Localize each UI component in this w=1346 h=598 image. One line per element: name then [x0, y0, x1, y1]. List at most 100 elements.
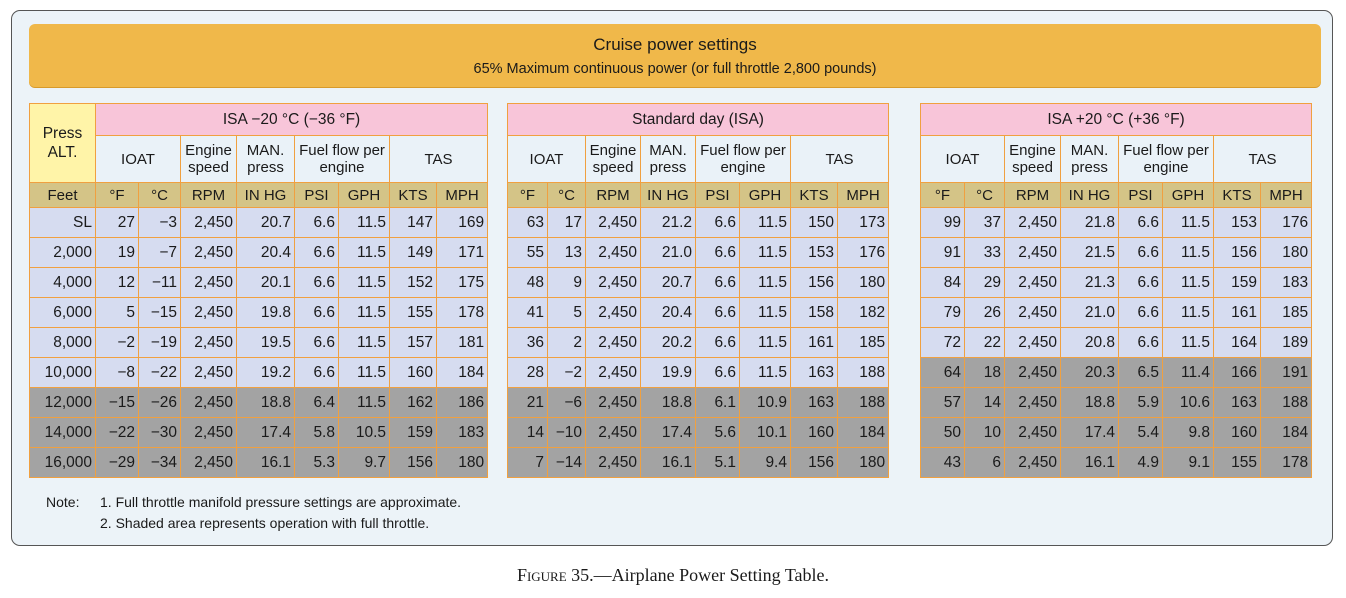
- table-cell: 11.5: [1162, 237, 1214, 268]
- table-cell: 11.5: [338, 237, 390, 268]
- ioat-header: IOAT: [507, 135, 586, 183]
- table-cell: 176: [836, 237, 890, 268]
- table-cell: 2,450: [1004, 357, 1061, 388]
- table-cell: 17.4: [1060, 417, 1119, 448]
- panel-1: Press ALT. ISA −20 °C (−36 °F) IOAT Engine …: [29, 103, 489, 478]
- table-cell: 11.5: [739, 297, 791, 328]
- table-cell: 22: [964, 327, 1005, 358]
- table-cell: 17.4: [640, 417, 696, 448]
- table-cell: 162: [389, 387, 437, 418]
- table-cell: 6.6: [1118, 237, 1163, 268]
- table-cell: 6: [964, 447, 1005, 478]
- panel-title: ISA +20 °C (+36 °F): [919, 103, 1313, 136]
- table-cell: 19.5: [236, 327, 295, 358]
- table-cell: 6.6: [695, 207, 740, 238]
- table-cell: 2,450: [585, 207, 641, 238]
- table-cell: 159: [1213, 267, 1261, 298]
- table-cell: 16.1: [640, 447, 696, 478]
- table-cell: 26: [964, 297, 1005, 328]
- table-cell: 20.2: [640, 327, 696, 358]
- table-cell: 188: [836, 357, 890, 388]
- table-cell: 17.4: [236, 417, 295, 448]
- table-cell: 182: [836, 297, 890, 328]
- banner-subtitle: 65% Maximum continuous power (or full th…: [473, 61, 877, 77]
- altitude-cell: 10,000: [29, 357, 96, 388]
- table-cell: −30: [138, 417, 181, 448]
- table-row: 28 −2 2,450 19.9 6.6 11.5 163 188: [507, 357, 890, 388]
- note-line-1: 1. Full throttle manifold pressure setti…: [100, 494, 462, 510]
- table-cell: −34: [138, 447, 181, 478]
- table-cell: 21.5: [1060, 237, 1119, 268]
- table-cell: 9: [547, 267, 586, 298]
- table-cell: 185: [836, 327, 890, 358]
- table-row: 79 26 2,450 21.0 6.6 11.5 161 185: [920, 297, 1313, 328]
- table-cell: 17: [547, 207, 586, 238]
- table-cell: −6: [547, 387, 586, 418]
- table-cell: 184: [1259, 417, 1313, 448]
- table-cell: 5: [547, 297, 586, 328]
- table-cell: 20.1: [236, 267, 295, 298]
- table-cell: 57: [920, 387, 965, 418]
- table-cell: −11: [138, 267, 181, 298]
- table-cell: 2,450: [180, 207, 237, 238]
- table-row: 43 6 2,450 16.1 4.9 9.1 155 178: [920, 447, 1313, 478]
- table-cell: 9.7: [338, 447, 390, 478]
- table-cell: −26: [138, 387, 181, 418]
- table-cell: −22: [95, 417, 139, 448]
- banner-title: Cruise power settings: [593, 35, 757, 54]
- table-row: 64 18 2,450 20.3 6.5 11.4 166 191: [920, 357, 1313, 388]
- table-cell: 166: [1213, 357, 1261, 388]
- table-cell: 6.6: [294, 267, 339, 298]
- table-cell: 180: [1259, 237, 1313, 268]
- table-cell: 91: [920, 237, 965, 268]
- unit-mph: MPH: [435, 182, 489, 208]
- panel-3: ISA +20 °C (+36 °F) IOAT Engine speed MAN. …: [919, 103, 1313, 478]
- table-cell: 10: [964, 417, 1005, 448]
- table-cell: 21: [507, 387, 548, 418]
- panel-2: Standard day (ISA) IOAT Engine speed MAN. p…: [506, 103, 890, 478]
- unit-f: °F: [95, 182, 139, 208]
- table-cell: 160: [389, 357, 437, 388]
- table-cell: 72: [920, 327, 965, 358]
- table-row: 99 37 2,450 21.8 6.6 11.5 153 176: [920, 207, 1313, 238]
- altitude-cell: 2,000: [29, 237, 96, 268]
- table-cell: 160: [790, 417, 838, 448]
- tas-header: TAS: [1212, 135, 1313, 183]
- table-cell: −14: [547, 447, 586, 478]
- table-cell: 147: [389, 207, 437, 238]
- table-cell: 2,450: [180, 267, 237, 298]
- table-row: 14 −10 2,450 17.4 5.6 10.1 160 184: [507, 417, 890, 448]
- table-cell: 11.4: [1162, 357, 1214, 388]
- table-row: 84 29 2,450 21.3 6.6 11.5 159 183: [920, 267, 1313, 298]
- power-table-1: Press ALT. ISA −20 °C (−36 °F) IOAT Engine …: [29, 103, 489, 478]
- table-cell: 6.6: [294, 357, 339, 388]
- table-cell: 2,450: [585, 357, 641, 388]
- table-cell: 6.6: [1118, 327, 1163, 358]
- table-cell: 176: [1259, 207, 1313, 238]
- table-cell: 2,450: [180, 327, 237, 358]
- table-row: 50 10 2,450 17.4 5.4 9.8 160 184: [920, 417, 1313, 448]
- table-cell: 33: [964, 237, 1005, 268]
- table-cell: 6.1: [695, 387, 740, 418]
- table-cell: 20.7: [640, 267, 696, 298]
- table-cell: −2: [95, 327, 139, 358]
- table-cell: 2,450: [1004, 417, 1061, 448]
- table-cell: 6.6: [1118, 207, 1163, 238]
- table-row: 8,000 −2 −19 2,450 19.5 6.6 11.5 157 181: [29, 327, 489, 358]
- table-row: 14,000 −22 −30 2,450 17.4 5.8 10.5 159 183: [29, 417, 489, 448]
- engine-speed-header: Engine speed: [585, 135, 641, 183]
- table-cell: 156: [389, 447, 437, 478]
- table-cell: 11.5: [739, 267, 791, 298]
- table-cell: 185: [1259, 297, 1313, 328]
- unit-gph: GPH: [739, 182, 791, 208]
- panel-title: Standard day (ISA): [506, 103, 890, 136]
- table-cell: 20.4: [640, 297, 696, 328]
- unit-inhg: IN HG: [640, 182, 696, 208]
- table-cell: 9.8: [1162, 417, 1214, 448]
- table-cell: 18.8: [1060, 387, 1119, 418]
- table-cell: 6.6: [294, 327, 339, 358]
- table-cell: 7: [507, 447, 548, 478]
- unit-rpm: RPM: [180, 182, 237, 208]
- table-cell: 2,450: [585, 267, 641, 298]
- unit-c: °C: [547, 182, 586, 208]
